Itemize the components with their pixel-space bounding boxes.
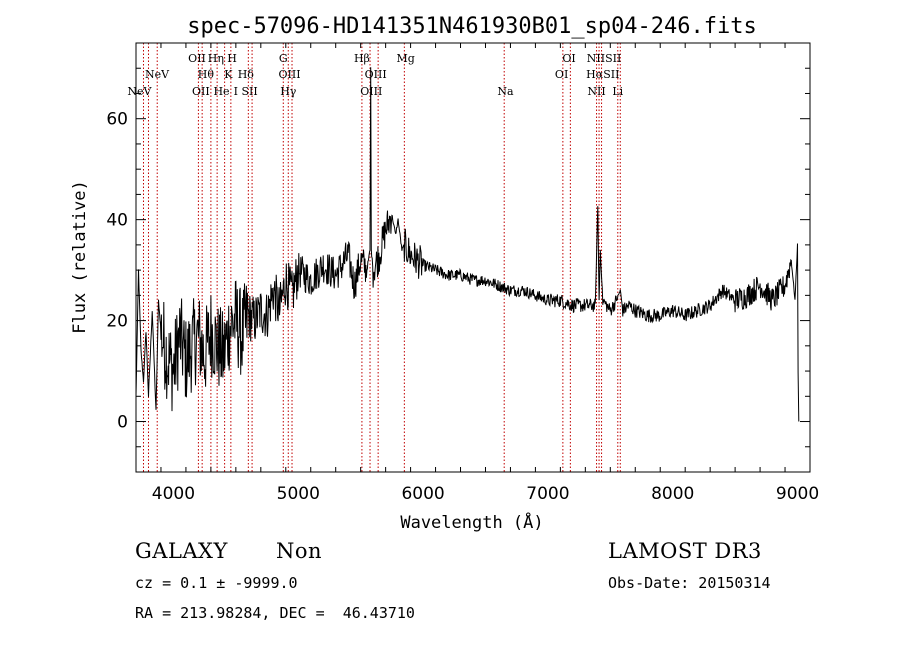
spectrum-chart: spec-57096-HD141351N461930B01_sp04-246.f… bbox=[70, 14, 819, 533]
chart-title: spec-57096-HD141351N461930B01_sp04-246.f… bbox=[187, 14, 757, 39]
obs-date: Obs-Date: 20150314 bbox=[608, 574, 771, 592]
line-label-1: NeV bbox=[145, 68, 170, 81]
line-label-16: OIII bbox=[365, 68, 387, 81]
object-subclass: Non bbox=[276, 539, 323, 563]
y-axis-label: Flux (relative) bbox=[70, 180, 90, 334]
line-label-12: G bbox=[279, 52, 288, 65]
line-label-10: Hδ bbox=[238, 68, 255, 81]
line-label-19: Na bbox=[497, 85, 514, 98]
line-label-22: NIISII bbox=[587, 52, 622, 65]
line-label-3: OII bbox=[192, 85, 210, 98]
line-label-21: OI bbox=[555, 68, 568, 81]
x-tick-label: 4000 bbox=[152, 484, 195, 504]
line-label-13: OIII bbox=[278, 68, 300, 81]
line-label-0: NeV bbox=[127, 85, 152, 98]
line-label-23: HαSII bbox=[586, 68, 619, 81]
y-tick-label: 40 bbox=[106, 211, 128, 231]
line-label-4: Hθ bbox=[198, 68, 215, 81]
line-label-25: Li bbox=[612, 85, 623, 98]
line-label-5: Hη bbox=[208, 52, 224, 65]
x-tick-label: 8000 bbox=[651, 484, 694, 504]
redshift-readout: cz = 0.1 ± -9999.0 bbox=[135, 574, 298, 592]
x-tick-label: 5000 bbox=[277, 484, 320, 504]
plot-frame bbox=[135, 42, 811, 473]
y-tick-label: 0 bbox=[117, 413, 128, 433]
y-tick-label: 60 bbox=[106, 110, 128, 130]
coordinates: RA = 213.98284, DEC = 46.43710 bbox=[135, 604, 415, 622]
line-label-20: OI bbox=[562, 52, 575, 65]
line-label-15: Hβ bbox=[354, 52, 370, 65]
line-label-11: SII bbox=[241, 85, 257, 98]
survey-name: LAMOST DR3 bbox=[608, 539, 762, 563]
line-label-9: I bbox=[234, 85, 238, 98]
y-tick-label: 20 bbox=[106, 312, 128, 332]
axis-ticks: 4000 5000 6000 7000 8000 9000 0 20 40 60 bbox=[106, 42, 819, 504]
emission-line-labels: NeV NeV OII OII Hθ Hη He KH IHδ SII G OIII Hγ Hβ OIII O… bbox=[127, 52, 623, 98]
x-tick-label: 7000 bbox=[526, 484, 569, 504]
line-label-24: NII bbox=[587, 85, 605, 98]
line-label-7: K bbox=[224, 68, 233, 81]
line-label-14: Hγ bbox=[280, 85, 297, 98]
spectrum-line bbox=[135, 67, 800, 422]
object-class: GALAXY bbox=[135, 539, 228, 563]
line-label-8: H bbox=[227, 52, 237, 65]
x-axis-label: Wavelength (Å) bbox=[400, 511, 543, 533]
line-label-18: Mg bbox=[396, 52, 414, 65]
line-label-2: OII bbox=[188, 52, 206, 65]
line-label-6: He bbox=[213, 85, 229, 98]
x-tick-label: 6000 bbox=[401, 484, 444, 504]
x-tick-label: 9000 bbox=[776, 484, 819, 504]
